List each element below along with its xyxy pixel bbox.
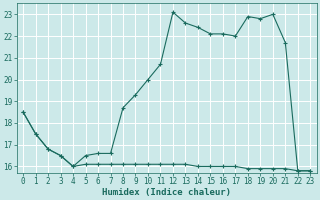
X-axis label: Humidex (Indice chaleur): Humidex (Indice chaleur) — [102, 188, 231, 197]
